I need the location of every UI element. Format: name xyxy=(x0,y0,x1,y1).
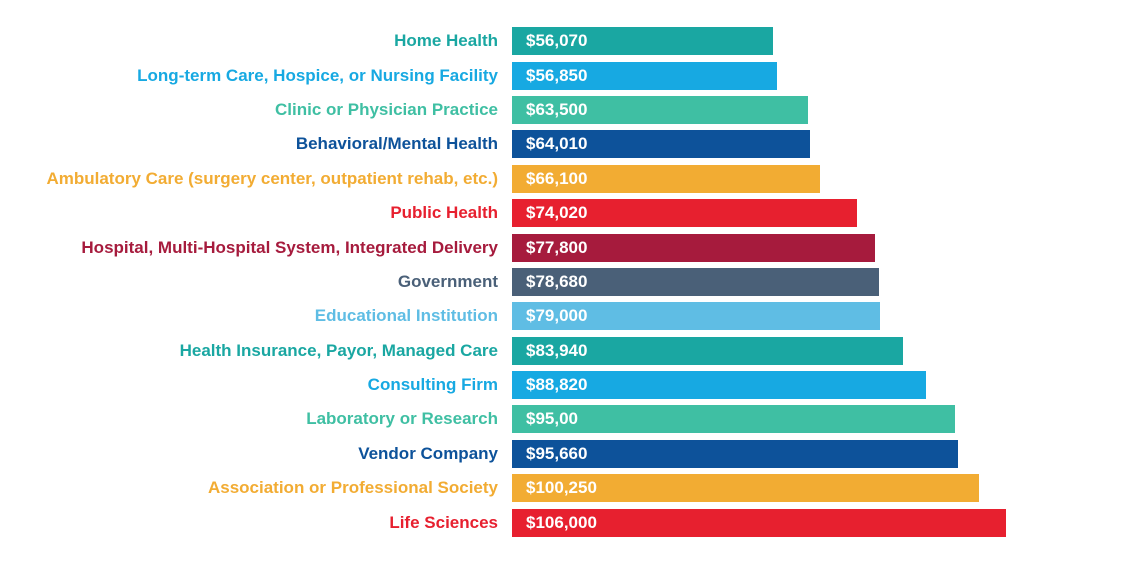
bar-track: $79,000 xyxy=(512,302,1095,330)
bar: $74,020 xyxy=(512,199,857,227)
category-label: Association or Professional Society xyxy=(10,478,512,498)
bar-value-label: $88,820 xyxy=(526,375,587,395)
bar-value-label: $79,000 xyxy=(526,306,587,326)
bar: $100,250 xyxy=(512,474,979,502)
chart-row: Association or Professional Society $100,… xyxy=(10,471,1095,505)
bar: $66,100 xyxy=(512,165,820,193)
bar-value-label: $56,850 xyxy=(526,66,587,86)
chart-row: Hospital, Multi-Hospital System, Integra… xyxy=(10,230,1095,264)
bar-value-label: $95,660 xyxy=(526,444,587,464)
bar: $106,000 xyxy=(512,509,1006,537)
category-label: Home Health xyxy=(10,31,512,51)
chart-row: Laboratory or Research $95,00 xyxy=(10,402,1095,436)
bar-track: $88,820 xyxy=(512,371,1095,399)
chart-row: Health Insurance, Payor, Managed Care $83… xyxy=(10,334,1095,368)
bar-value-label: $56,070 xyxy=(526,31,587,51)
category-label: Life Sciences xyxy=(10,513,512,533)
category-label: Hospital, Multi-Hospital System, Integra… xyxy=(10,238,512,258)
bar: $78,680 xyxy=(512,268,879,296)
category-label: Vendor Company xyxy=(10,444,512,464)
bar: $88,820 xyxy=(512,371,926,399)
chart-row: Government $78,680 xyxy=(10,265,1095,299)
bar-track: $100,250 xyxy=(512,474,1095,502)
bar-value-label: $95,00 xyxy=(526,409,578,429)
bar: $95,660 xyxy=(512,440,958,468)
category-label: Health Insurance, Payor, Managed Care xyxy=(10,341,512,361)
chart-row: Clinic or Physician Practice $63,500 xyxy=(10,93,1095,127)
category-label: Government xyxy=(10,272,512,292)
bar: $56,070 xyxy=(512,27,773,55)
bar-track: $95,660 xyxy=(512,440,1095,468)
chart-row: Ambulatory Care (surgery center, outpati… xyxy=(10,162,1095,196)
chart-row: Life Sciences $106,000 xyxy=(10,505,1095,539)
bar-value-label: $77,800 xyxy=(526,238,587,258)
bar-value-label: $106,000 xyxy=(526,513,597,533)
bar: $79,000 xyxy=(512,302,880,330)
horizontal-bar-chart: Home Health $56,070 Long-term Care, Hospic… xyxy=(0,0,1135,564)
bar-value-label: $100,250 xyxy=(526,478,597,498)
chart-row: Long-term Care, Hospice, or Nursing Faci… xyxy=(10,58,1095,92)
bar-track: $66,100 xyxy=(512,165,1095,193)
bar-value-label: $66,100 xyxy=(526,169,587,189)
bar-track: $63,500 xyxy=(512,96,1095,124)
bar-track: $83,940 xyxy=(512,337,1095,365)
category-label: Ambulatory Care (surgery center, outpati… xyxy=(10,169,512,189)
chart-row: Educational Institution $79,000 xyxy=(10,299,1095,333)
bar: $83,940 xyxy=(512,337,903,365)
bar: $95,00 xyxy=(512,405,955,433)
bar: $63,500 xyxy=(512,96,808,124)
category-label: Consulting Firm xyxy=(10,375,512,395)
bar-track: $64,010 xyxy=(512,130,1095,158)
category-label: Laboratory or Research xyxy=(10,409,512,429)
category-label: Behavioral/Mental Health xyxy=(10,134,512,154)
category-label: Public Health xyxy=(10,203,512,223)
category-label: Long-term Care, Hospice, or Nursing Faci… xyxy=(10,66,512,86)
chart-row: Behavioral/Mental Health $64,010 xyxy=(10,127,1095,161)
bar-track: $56,850 xyxy=(512,62,1095,90)
bar-track: $106,000 xyxy=(512,509,1095,537)
bar-value-label: $64,010 xyxy=(526,134,587,154)
bar-track: $74,020 xyxy=(512,199,1095,227)
bar: $64,010 xyxy=(512,130,810,158)
bar-track: $78,680 xyxy=(512,268,1095,296)
bar-value-label: $83,940 xyxy=(526,341,587,361)
bar-track: $77,800 xyxy=(512,234,1095,262)
bar-value-label: $74,020 xyxy=(526,203,587,223)
bar-track: $56,070 xyxy=(512,27,1095,55)
bar-track: $95,00 xyxy=(512,405,1095,433)
bar: $56,850 xyxy=(512,62,777,90)
chart-row: Consulting Firm $88,820 xyxy=(10,368,1095,402)
chart-row: Vendor Company $95,660 xyxy=(10,437,1095,471)
bar: $77,800 xyxy=(512,234,875,262)
bar-value-label: $78,680 xyxy=(526,272,587,292)
category-label: Clinic or Physician Practice xyxy=(10,100,512,120)
chart-row: Home Health $56,070 xyxy=(10,24,1095,58)
category-label: Educational Institution xyxy=(10,306,512,326)
chart-row: Public Health $74,020 xyxy=(10,196,1095,230)
bar-value-label: $63,500 xyxy=(526,100,587,120)
